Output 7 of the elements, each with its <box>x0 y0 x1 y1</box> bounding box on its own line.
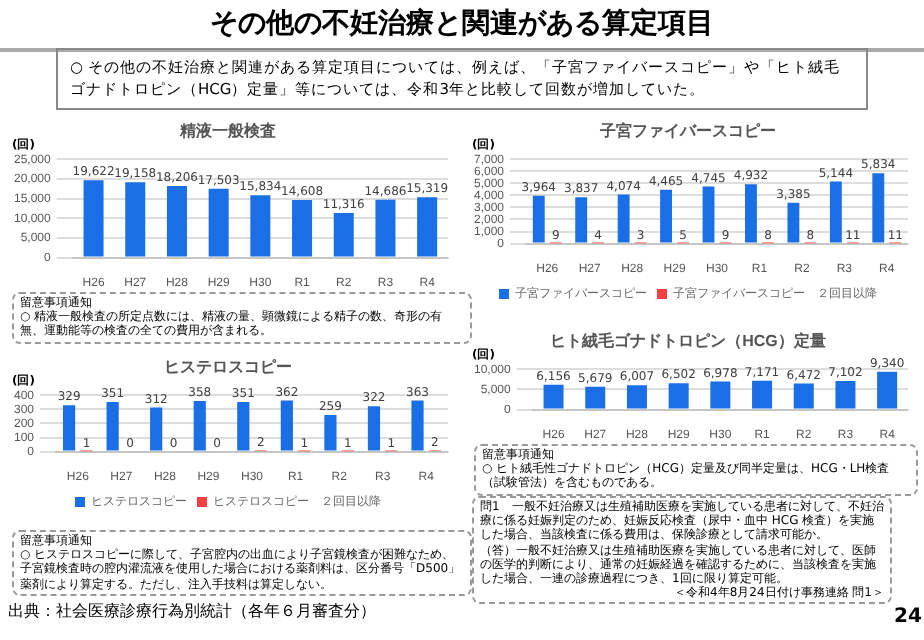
chart-title: ヒステロスコピー <box>164 358 292 377</box>
chart-title: 精液一般検査 <box>178 122 276 141</box>
chart-title: 子宮ファイバースコピー <box>598 120 776 141</box>
text: その他の不妊治療と関連がある算定項目 <box>0 0 924 52</box>
source-note: 出典：社会医療診療行為別統計（各年６月審査分） <box>8 600 376 622</box>
text: 24 <box>894 606 922 628</box>
chart-title: ヒト絨毛ゴナドトロピン（HCG）定量 <box>550 330 826 351</box>
